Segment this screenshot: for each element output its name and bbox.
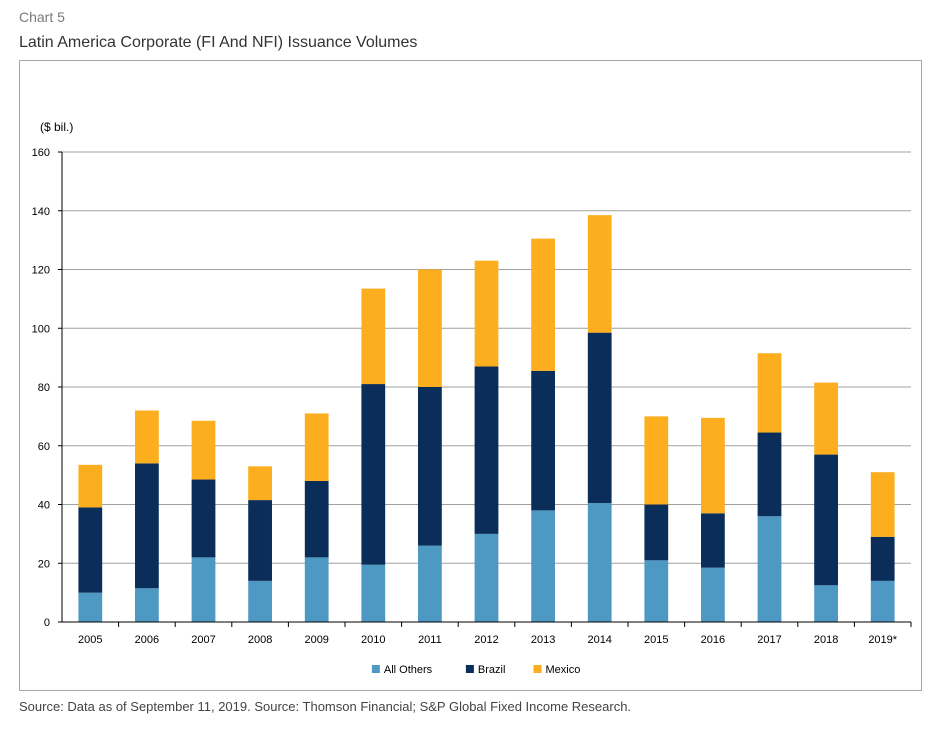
bar-segment — [870, 580, 895, 622]
bar-segment — [701, 417, 725, 514]
bar-segment — [757, 353, 782, 433]
bar-segment — [531, 238, 555, 371]
x-tick-label: 2017 — [757, 634, 781, 646]
legend-label: All Others — [384, 664, 433, 676]
bar-segment — [78, 464, 103, 508]
y-tick-label: 140 — [32, 206, 50, 218]
x-tick-label: 2019* — [868, 634, 897, 646]
x-tick-label: 2014 — [587, 634, 611, 646]
y-tick-label: 160 — [32, 147, 50, 159]
x-tick-label: 2008 — [248, 634, 272, 646]
bar-segment — [531, 510, 555, 622]
x-tick-label: 2009 — [304, 634, 328, 646]
x-tick-label: 2015 — [644, 634, 668, 646]
bar-segment — [135, 463, 159, 589]
y-tick-label: 0 — [44, 617, 50, 629]
bar-segment — [531, 370, 555, 511]
bar-segment — [78, 592, 103, 622]
bar-segment — [361, 564, 386, 622]
bar-segment — [814, 454, 838, 586]
y-tick-label: 80 — [38, 382, 50, 394]
bar-segment — [757, 432, 782, 517]
x-tick-label: 2018 — [814, 634, 838, 646]
bar-segment — [474, 260, 499, 367]
legend-label: Brazil — [478, 664, 506, 676]
bar-segment — [191, 557, 216, 622]
chart-title: Latin America Corporate (FI And NFI) Iss… — [19, 34, 418, 51]
chart-frame — [19, 60, 922, 691]
x-tick-label: 2012 — [474, 634, 498, 646]
bar-segment — [248, 500, 272, 581]
x-tick-label: 2011 — [418, 634, 442, 646]
bar-segment — [474, 366, 499, 534]
y-axis-label: ($ bil.) — [40, 120, 73, 134]
legend-label: Mexico — [546, 664, 581, 676]
bar-segment — [304, 413, 329, 481]
bar-segment — [248, 580, 272, 622]
bar-segment — [135, 588, 159, 622]
axes: 0 20 40 60 80 100 120 140 160 2005 2006 2007 2008 200… — [32, 147, 912, 646]
bar-segment — [870, 472, 895, 537]
x-tick-label: 2005 — [78, 634, 102, 646]
bar-segment — [135, 410, 159, 464]
bar-segment — [701, 567, 725, 622]
source-note: Source: Data as of September 11, 2019. S… — [19, 699, 632, 714]
y-tick-label: 60 — [38, 441, 50, 453]
bar-segment — [361, 288, 386, 385]
legend: All Others Brazil Mexico — [371, 664, 581, 676]
y-tick-label: 40 — [38, 500, 50, 512]
legend-swatch — [371, 665, 380, 673]
bar-segment — [418, 387, 442, 546]
bars — [78, 215, 895, 622]
bar-segment — [814, 585, 838, 622]
bar-segment — [361, 384, 386, 565]
bar-segment — [757, 516, 782, 622]
x-tick-label: 2007 — [191, 634, 215, 646]
y-tick-label: 20 — [38, 558, 50, 570]
bar-segment — [644, 416, 669, 505]
bar-segment — [870, 536, 895, 581]
legend-swatch — [533, 665, 542, 673]
bar-segment — [191, 479, 216, 558]
bar-segment — [814, 382, 838, 455]
chart-label: Chart 5 — [19, 9, 65, 25]
bar-segment — [701, 513, 725, 568]
x-tick-label: 2013 — [531, 634, 555, 646]
bar-segment — [418, 545, 442, 622]
bar-segment — [248, 466, 272, 501]
bar-segment — [587, 503, 612, 622]
bar-segment — [304, 557, 329, 622]
bar-segment — [644, 504, 669, 561]
bar-segment — [587, 215, 612, 333]
y-tick-label: 120 — [32, 265, 50, 277]
x-tick-label: 2006 — [135, 634, 159, 646]
bar-segment — [191, 420, 216, 480]
bar-segment — [304, 481, 329, 558]
bar-segment — [644, 560, 669, 622]
y-tick-label: 100 — [32, 323, 50, 335]
bar-segment — [78, 507, 103, 593]
bar-segment — [418, 269, 442, 387]
x-tick-label: 2016 — [701, 634, 725, 646]
legend-swatch — [465, 665, 474, 673]
bar-segment — [587, 332, 612, 504]
bar-segment — [474, 533, 499, 622]
x-tick-label: 2010 — [361, 634, 385, 646]
